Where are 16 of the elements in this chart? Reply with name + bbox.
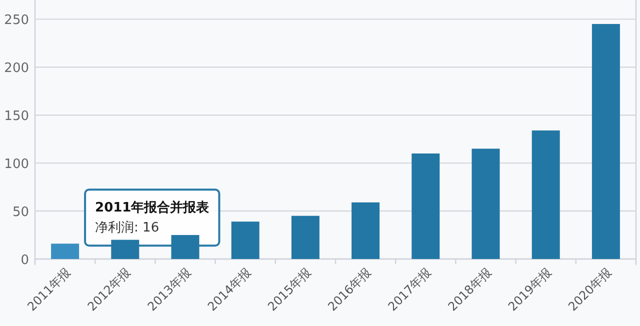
bar bbox=[472, 148, 500, 259]
annotation: 净利润: 16 bbox=[95, 220, 160, 236]
y-tick-label: 250 bbox=[4, 13, 29, 28]
bar bbox=[592, 24, 620, 259]
bar bbox=[231, 222, 260, 259]
y-tick-label: 0 bbox=[20, 253, 29, 268]
bar bbox=[291, 216, 320, 259]
bar bbox=[412, 153, 440, 259]
y-tick-label: 200 bbox=[4, 61, 29, 76]
annotation: 2011年报合并报表 bbox=[95, 200, 210, 216]
y-tick-label: 50 bbox=[12, 205, 29, 220]
bar bbox=[352, 202, 380, 259]
y-tick-label: 100 bbox=[4, 157, 29, 172]
bar bbox=[532, 130, 560, 259]
y-tick-label: 150 bbox=[4, 109, 29, 124]
bar bbox=[51, 244, 80, 259]
